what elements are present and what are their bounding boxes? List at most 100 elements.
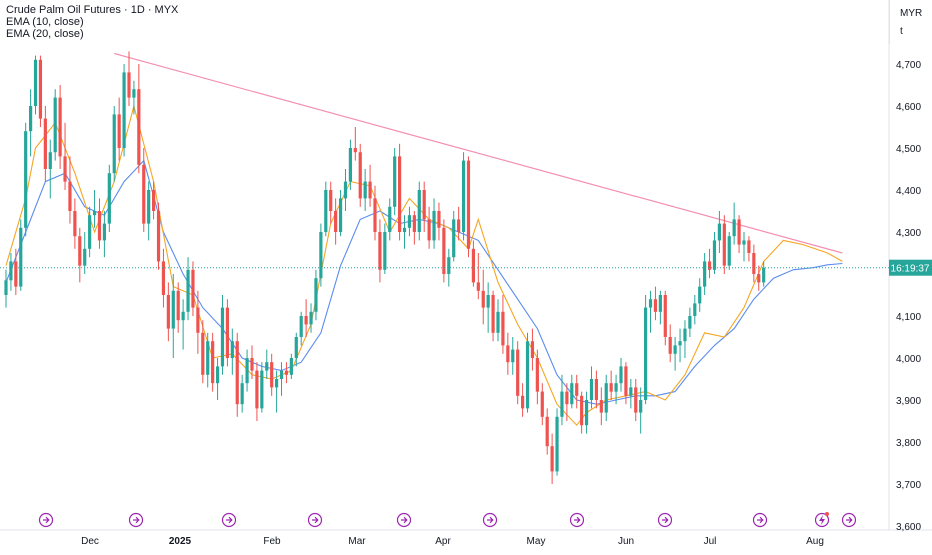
candle bbox=[555, 408, 559, 476]
trendlines[interactable] bbox=[114, 52, 932, 485]
candle-body bbox=[78, 236, 82, 266]
time-scale[interactable]: Dec 2025 Feb Mar Apr May Jun Jul Aug bbox=[81, 536, 824, 547]
candle-body bbox=[250, 358, 254, 371]
candle-body bbox=[201, 332, 205, 375]
candle bbox=[658, 290, 662, 325]
candle-body bbox=[19, 227, 23, 287]
candle bbox=[29, 89, 33, 157]
candle bbox=[644, 295, 648, 405]
candle bbox=[191, 261, 195, 316]
time-tick-label: Dec bbox=[81, 536, 99, 547]
event-icon bbox=[841, 512, 857, 528]
candle bbox=[68, 156, 72, 224]
candle bbox=[88, 206, 92, 258]
candle bbox=[422, 181, 426, 232]
candle bbox=[92, 190, 97, 228]
currency-label[interactable]: MYR bbox=[900, 8, 923, 19]
candle-body bbox=[235, 341, 239, 405]
candle bbox=[215, 358, 220, 400]
candle-body bbox=[412, 215, 416, 232]
candle bbox=[294, 332, 298, 367]
candle bbox=[437, 202, 441, 241]
unit-label[interactable]: t bbox=[900, 26, 903, 37]
event-icon bbox=[396, 512, 412, 528]
candle bbox=[688, 307, 692, 337]
candle-body bbox=[560, 391, 564, 417]
ema10-legend[interactable]: EMA (10, close) bbox=[6, 16, 84, 28]
candle bbox=[309, 303, 313, 333]
candle-body bbox=[58, 97, 62, 157]
candle bbox=[63, 122, 67, 190]
candle bbox=[521, 383, 525, 417]
candle bbox=[727, 232, 731, 270]
candle bbox=[619, 358, 623, 392]
price-scale-header[interactable]: MYR t bbox=[889, 0, 932, 44]
price-tick-label: 4,600 bbox=[896, 102, 921, 113]
price-scale[interactable]: 4,700 4,600 4,500 4,400 4,300 4,100 4,000 3,900… bbox=[896, 60, 921, 533]
candle bbox=[112, 106, 116, 182]
candle bbox=[225, 299, 229, 367]
trendline-0[interactable] bbox=[114, 52, 843, 254]
candle-body bbox=[506, 345, 510, 363]
candle bbox=[152, 181, 156, 220]
candle-body bbox=[457, 219, 461, 232]
candle-body bbox=[727, 236, 731, 266]
candle-body bbox=[658, 295, 662, 312]
candle bbox=[486, 282, 490, 333]
candle bbox=[402, 215, 407, 249]
candle-body bbox=[43, 118, 47, 169]
candle-body bbox=[747, 240, 751, 253]
candle-body bbox=[398, 156, 402, 232]
candle bbox=[707, 248, 712, 279]
candle bbox=[683, 320, 687, 358]
candle bbox=[722, 215, 726, 274]
countdown-label: 16:19:37 bbox=[891, 264, 930, 275]
candle-body bbox=[481, 290, 485, 308]
candle-body bbox=[122, 72, 126, 148]
candle bbox=[466, 156, 471, 258]
candle bbox=[491, 290, 495, 342]
candle-body bbox=[38, 59, 43, 119]
candle-body bbox=[609, 383, 613, 392]
candle-body bbox=[501, 311, 505, 346]
candle-body bbox=[752, 253, 756, 274]
ema20-legend[interactable]: EMA (20, close) bbox=[6, 28, 84, 40]
candle bbox=[329, 181, 333, 224]
candle-body bbox=[545, 416, 549, 447]
candle-body bbox=[565, 391, 569, 405]
candle-body bbox=[112, 114, 116, 174]
candle-body bbox=[299, 316, 303, 337]
candle-body bbox=[24, 131, 28, 228]
candle-body bbox=[717, 223, 721, 241]
candle-body bbox=[289, 358, 293, 375]
candle-body bbox=[156, 211, 161, 262]
candle-body bbox=[48, 152, 52, 169]
candle bbox=[38, 55, 43, 127]
candle-body bbox=[757, 274, 761, 283]
candle bbox=[4, 269, 8, 308]
candle-body bbox=[215, 366, 220, 384]
candle bbox=[230, 328, 234, 375]
candle bbox=[324, 181, 328, 237]
candle-body bbox=[698, 286, 702, 304]
price-tick-label: 4,700 bbox=[896, 60, 921, 71]
candle-body bbox=[599, 400, 603, 413]
candle bbox=[412, 211, 416, 245]
candle bbox=[693, 295, 697, 325]
candle bbox=[501, 295, 505, 354]
candle-body bbox=[604, 383, 608, 413]
candle-body bbox=[663, 295, 667, 337]
candle-body bbox=[530, 341, 535, 358]
symbol-title[interactable]: Crude Palm Oil Futures · 1D · MYX bbox=[6, 4, 179, 16]
candle bbox=[383, 223, 387, 274]
candle bbox=[353, 127, 357, 161]
event-icons[interactable] bbox=[38, 512, 857, 528]
candle-body bbox=[648, 299, 653, 308]
time-tick-label: Apr bbox=[435, 536, 451, 547]
candle bbox=[186, 257, 190, 321]
candle bbox=[732, 202, 736, 245]
candle bbox=[48, 139, 52, 199]
candle bbox=[481, 269, 485, 325]
